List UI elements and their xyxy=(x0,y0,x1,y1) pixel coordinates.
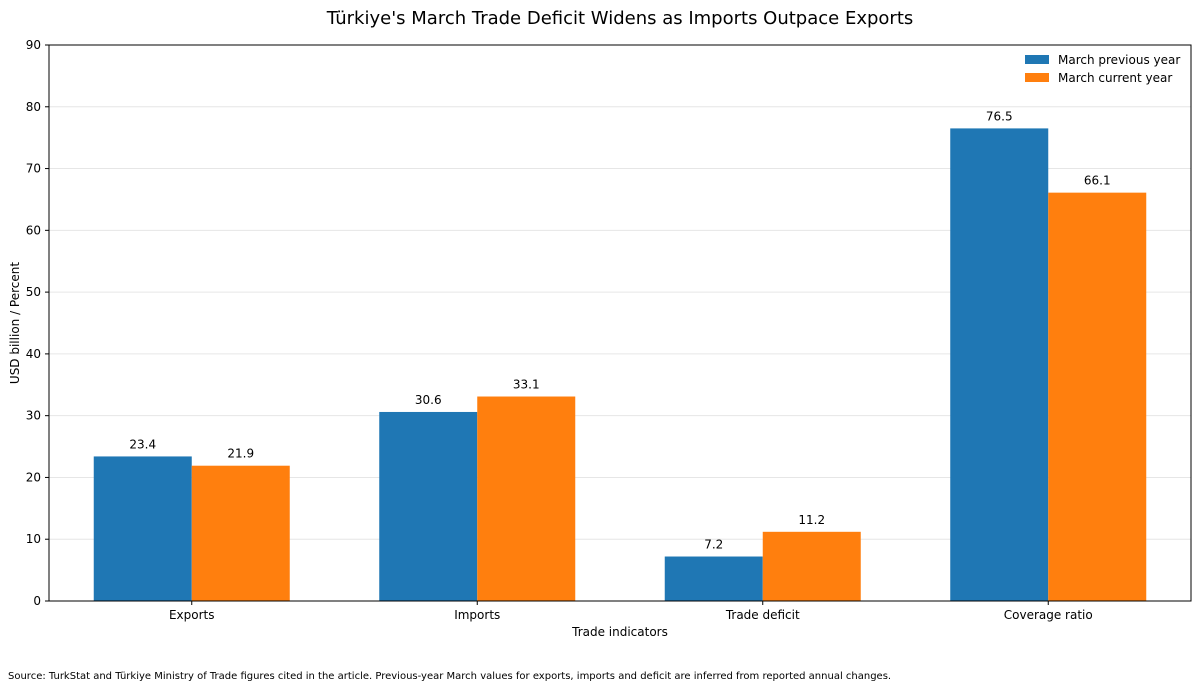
x-tick-label: Trade deficit xyxy=(725,608,800,622)
y-tick-label: 0 xyxy=(33,594,41,608)
data-label: 23.4 xyxy=(129,437,156,451)
x-tick-label: Exports xyxy=(169,608,215,622)
data-label: 21.9 xyxy=(227,447,254,461)
y-axis-ticks: 0 10 20 30 40 50 60 70 80 90 xyxy=(26,38,49,608)
x-tick-label: Coverage ratio xyxy=(1004,608,1093,622)
legend-swatch-current-year xyxy=(1025,73,1049,82)
bar-current-year-trade-deficit xyxy=(762,531,861,601)
y-tick-label: 70 xyxy=(26,162,41,176)
bar-previous-year-imports xyxy=(379,411,478,601)
data-label: 11.2 xyxy=(798,513,825,527)
plot-frame xyxy=(48,44,1192,602)
bar-current-year-exports xyxy=(191,465,290,601)
data-label: 7.2 xyxy=(704,538,723,552)
y-tick-label: 10 xyxy=(26,532,41,546)
y-tick-label: 40 xyxy=(26,347,41,361)
source-note: Source: TurkStat and Türkiye Ministry of… xyxy=(8,671,891,682)
bars xyxy=(93,128,1147,601)
data-label: 76.5 xyxy=(986,109,1013,123)
legend-label-current-year: March current year xyxy=(1058,71,1172,85)
legend-swatch-previous-year xyxy=(1025,55,1049,64)
x-axis-label: Trade indicators xyxy=(571,625,668,639)
y-tick-label: 30 xyxy=(26,409,41,423)
y-tick-label: 60 xyxy=(26,223,41,237)
data-label: 66.1 xyxy=(1084,174,1111,188)
y-axis-label: USD billion / Percent xyxy=(8,262,22,384)
data-label: 30.6 xyxy=(415,393,442,407)
data-labels: 23.4 21.9 30.6 33.1 7.2 11.2 76.5 66.1 xyxy=(129,109,1110,551)
y-tick-label: 20 xyxy=(26,470,41,484)
chart-title: Türkiye's March Trade Deficit Widens as … xyxy=(326,8,914,29)
bar-current-year-imports xyxy=(477,396,576,601)
y-tick-label: 80 xyxy=(26,100,41,114)
y-tick-label: 90 xyxy=(26,38,41,52)
bar-previous-year-exports xyxy=(93,456,192,601)
x-axis-ticks: Exports Imports Trade deficit Coverage rati… xyxy=(169,601,1093,622)
x-tick-label: Imports xyxy=(454,608,500,622)
y-tick-label: 50 xyxy=(26,285,41,299)
bar-current-year-coverage-ratio xyxy=(1048,192,1147,601)
bar-previous-year-coverage-ratio xyxy=(950,128,1049,601)
legend-label-previous-year: March previous year xyxy=(1058,53,1180,67)
legend: March previous year March current year xyxy=(1025,53,1180,85)
data-label: 33.1 xyxy=(513,378,540,392)
bar-previous-year-trade-deficit xyxy=(664,556,763,601)
